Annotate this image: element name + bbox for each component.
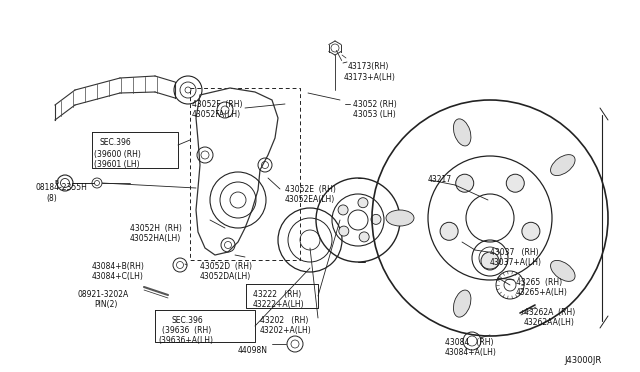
Circle shape (338, 205, 348, 215)
Text: 43084+B(RH): 43084+B(RH) (92, 262, 145, 271)
Text: 43265  (RH): 43265 (RH) (516, 278, 562, 287)
Text: 43222   (RH): 43222 (RH) (253, 290, 301, 299)
Text: 43052EA(LH): 43052EA(LH) (285, 195, 335, 204)
Text: (39601 (LH): (39601 (LH) (94, 160, 140, 169)
Text: J43000JR: J43000JR (564, 356, 601, 365)
Circle shape (506, 174, 524, 192)
Text: 43217: 43217 (428, 175, 452, 184)
Text: 43052FA(LH): 43052FA(LH) (192, 110, 241, 119)
Text: 43084+C(LH): 43084+C(LH) (92, 272, 144, 281)
Text: SEC.396: SEC.396 (100, 138, 132, 147)
Text: 43084   (RH): 43084 (RH) (445, 338, 493, 347)
Text: 43053 (LH): 43053 (LH) (353, 110, 396, 119)
Text: 43202   (RH): 43202 (RH) (260, 316, 308, 325)
Text: 43222+A(LH): 43222+A(LH) (253, 300, 305, 309)
Circle shape (359, 232, 369, 242)
Text: 44098N: 44098N (238, 346, 268, 355)
Text: 43262AA(LH): 43262AA(LH) (524, 318, 575, 327)
Text: (39636  (RH): (39636 (RH) (162, 326, 211, 335)
Text: 43037+A(LH): 43037+A(LH) (490, 258, 542, 267)
Text: 43173(RH): 43173(RH) (348, 62, 389, 71)
Ellipse shape (453, 119, 471, 146)
Ellipse shape (453, 290, 471, 317)
Text: (39636+A(LH): (39636+A(LH) (158, 336, 213, 345)
Text: 43262A  (RH): 43262A (RH) (524, 308, 575, 317)
Circle shape (522, 222, 540, 240)
Text: 43052 (RH): 43052 (RH) (353, 100, 397, 109)
Text: 43052HA(LH): 43052HA(LH) (130, 234, 181, 243)
Text: 43052F  (RH): 43052F (RH) (192, 100, 243, 109)
Text: 43052DA(LH): 43052DA(LH) (200, 272, 252, 281)
Circle shape (456, 174, 474, 192)
Text: 43265+A(LH): 43265+A(LH) (516, 288, 568, 297)
Ellipse shape (550, 260, 575, 281)
Circle shape (339, 226, 349, 236)
Text: 43202+A(LH): 43202+A(LH) (260, 326, 312, 335)
Text: 08921-3202A: 08921-3202A (78, 290, 129, 299)
Circle shape (440, 222, 458, 240)
Circle shape (481, 252, 499, 270)
Text: 43052H  (RH): 43052H (RH) (130, 224, 182, 233)
Text: 43084+A(LH): 43084+A(LH) (445, 348, 497, 357)
Text: 43173+A(LH): 43173+A(LH) (344, 73, 396, 82)
Text: 08184-2355H: 08184-2355H (36, 183, 88, 192)
Text: (39600 (RH): (39600 (RH) (94, 150, 141, 159)
Ellipse shape (386, 210, 414, 226)
Text: 43052E  (RH): 43052E (RH) (285, 185, 336, 194)
Circle shape (371, 214, 381, 224)
Text: 43037   (RH): 43037 (RH) (490, 248, 539, 257)
Text: SEC.396: SEC.396 (172, 316, 204, 325)
Circle shape (358, 198, 368, 208)
Text: 43052D  (RH): 43052D (RH) (200, 262, 252, 271)
Text: PIN(2): PIN(2) (94, 300, 117, 309)
Ellipse shape (550, 155, 575, 176)
Text: B: B (55, 180, 59, 186)
Text: (8): (8) (46, 194, 57, 203)
